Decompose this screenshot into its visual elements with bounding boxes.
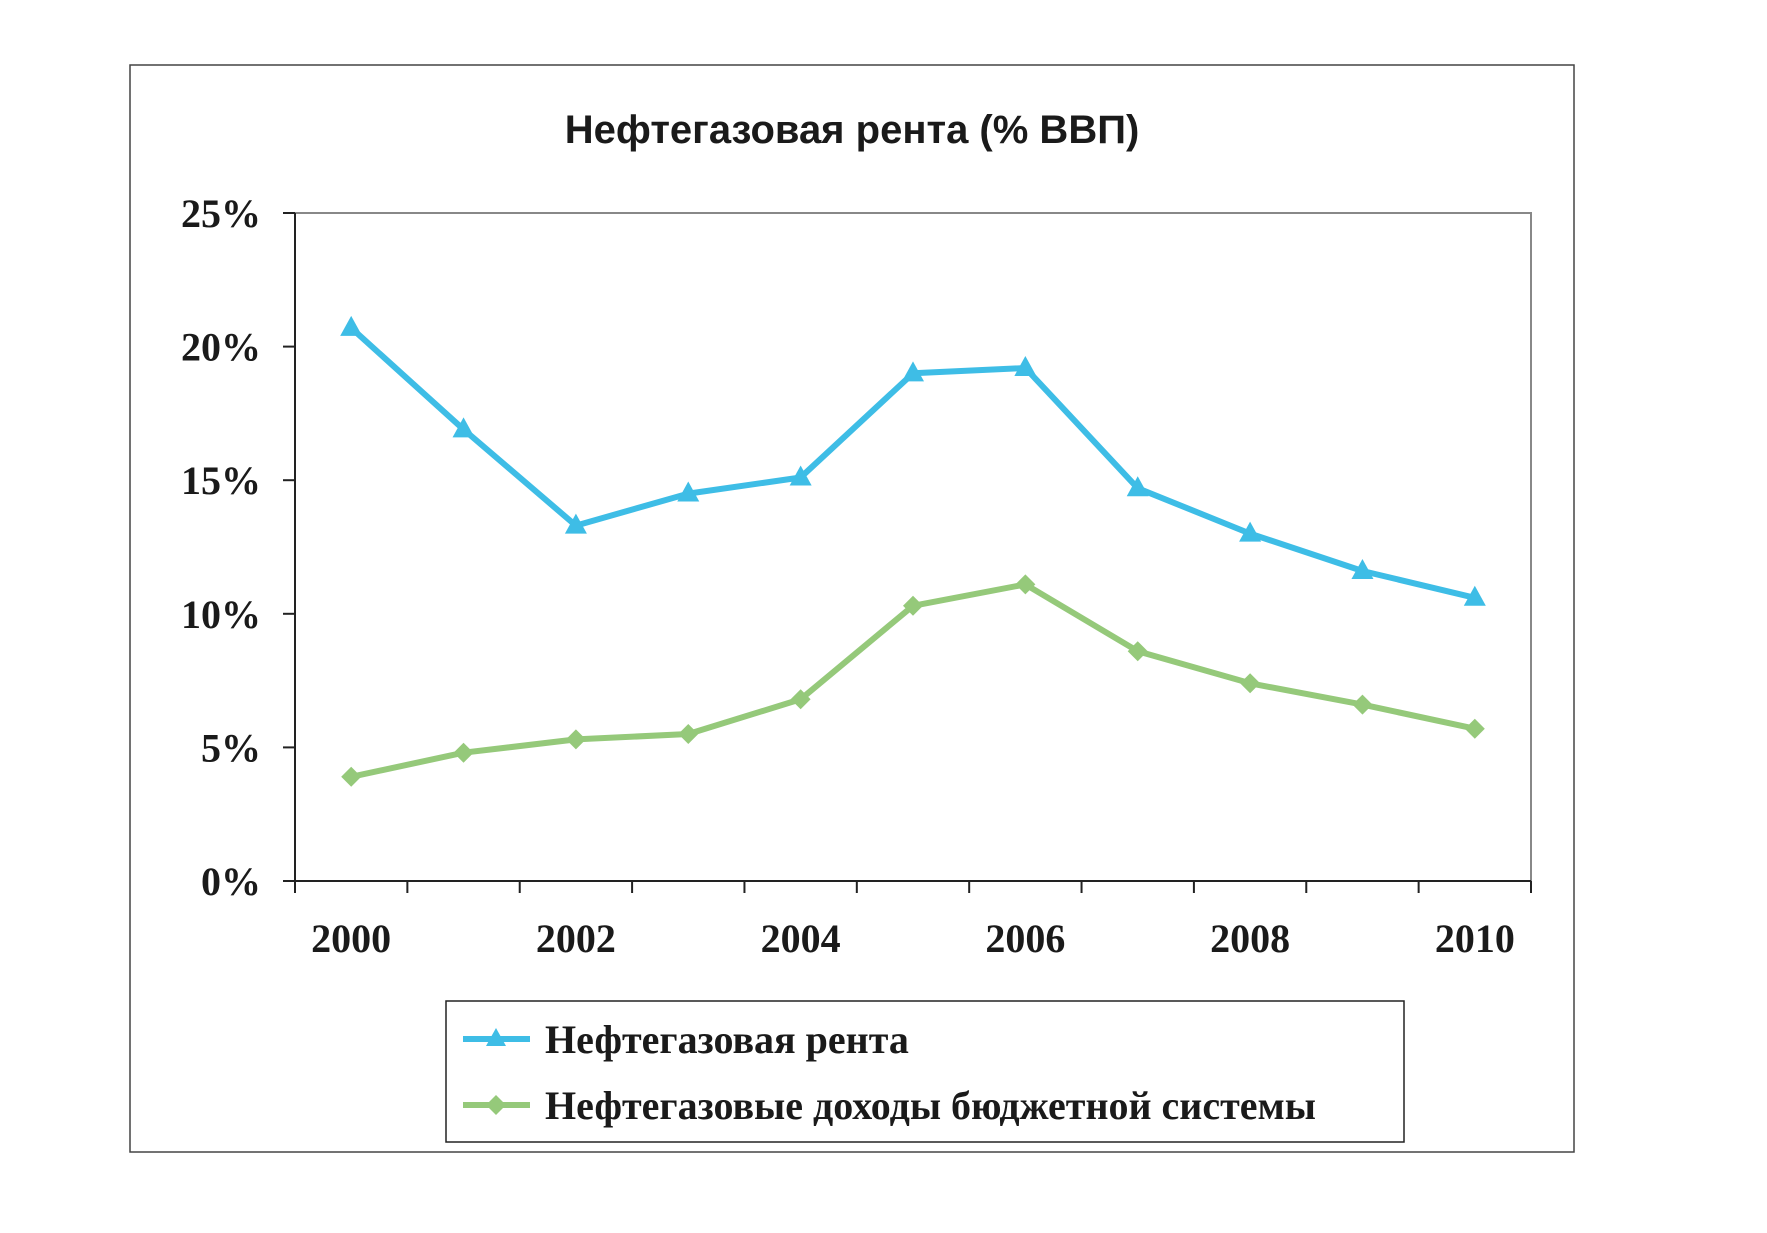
data-point-diamond [903, 595, 923, 616]
y-tick-label: 25% [181, 191, 261, 236]
data-point-diamond [565, 729, 586, 750]
legend-marker-triangle-icon [486, 1028, 506, 1046]
y-ticks: 0% 5% 10% 15% 20% 25% [181, 191, 295, 904]
data-point-diamond [678, 724, 699, 745]
y-tick-label: 5% [201, 725, 261, 770]
x-tick-label: 2000 [311, 916, 391, 961]
x-tick-label: 2008 [1210, 916, 1290, 961]
data-point-triangle [902, 361, 924, 382]
x-tick-label: 2004 [761, 916, 841, 961]
plot-area [294, 212, 1532, 882]
y-tick-label: 20% [181, 325, 261, 370]
data-point-diamond [1464, 718, 1485, 739]
x-tick-label: 2002 [536, 916, 616, 961]
data-point-diamond [1352, 694, 1373, 715]
data-point-triangle [1351, 559, 1374, 580]
data-point-diamond [790, 689, 811, 710]
data-point-diamond [341, 766, 362, 787]
x-ticks: 2000 2002 2004 2006 2008 2010 [294, 881, 1532, 961]
data-point-triangle [1239, 521, 1262, 542]
legend-marker-diamond-icon [486, 1095, 506, 1115]
data-point-triangle [677, 481, 700, 502]
x-tick-label: 2006 [985, 916, 1065, 961]
data-point-triangle [564, 513, 587, 534]
x-tick-label: 2010 [1435, 916, 1515, 961]
legend-label-rent: Нефтегазовая рента [545, 1017, 909, 1062]
data-point-triangle [1126, 476, 1149, 497]
chart-title: Нефтегазовая рента (% ВВП) [565, 108, 1140, 152]
legend-label-revenue: Нефтегазовые доходы бюджетной системы [545, 1083, 1316, 1128]
legend: Нефтегазовая рента Нефтегазовые доходы б… [445, 1000, 1405, 1143]
legend-box [445, 1000, 1405, 1143]
y-tick-label: 10% [181, 592, 261, 637]
data-point-triangle [340, 315, 363, 336]
data-point-diamond [453, 742, 474, 763]
y-tick-label: 15% [181, 458, 261, 503]
y-tick-label: 0% [201, 859, 261, 904]
data-point-triangle [452, 417, 475, 438]
data-point-triangle [789, 465, 812, 486]
data-point-diamond [1015, 574, 1036, 595]
data-point-diamond [1127, 641, 1148, 662]
data-point-triangle [1014, 355, 1037, 376]
series-layer [340, 315, 1486, 787]
data-point-diamond [1240, 673, 1261, 694]
data-point-triangle [1463, 585, 1486, 606]
